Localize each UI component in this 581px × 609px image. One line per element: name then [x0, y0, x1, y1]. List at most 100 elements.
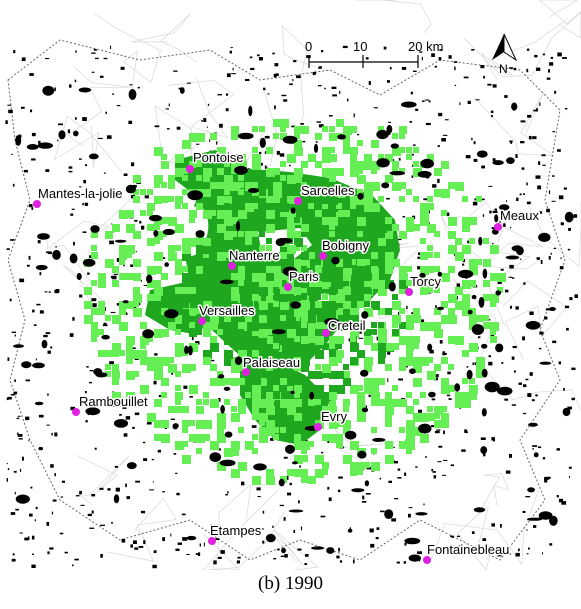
urban-cell	[210, 364, 217, 371]
urban-cell	[112, 364, 119, 371]
urban-cell	[133, 259, 141, 267]
boundary-line	[502, 280, 568, 360]
settlement-speck	[132, 426, 135, 429]
settlement-speck	[80, 504, 85, 506]
urban-cell	[357, 385, 363, 391]
urban-cell	[119, 322, 128, 331]
settlement-speck	[220, 550, 225, 554]
urban-cell	[287, 378, 295, 386]
urban-cell	[280, 273, 287, 280]
settlement-speck	[64, 551, 68, 554]
urban-cell	[147, 336, 153, 342]
settlement-speck	[501, 362, 504, 364]
built-patch	[224, 431, 233, 438]
urban-cell	[210, 182, 217, 189]
settlement-speck	[339, 90, 341, 95]
settlement-speck	[219, 123, 223, 128]
settlement-speck	[170, 418, 175, 420]
settlement-speck	[442, 134, 448, 136]
settlement-speck	[91, 510, 94, 514]
urban-cell	[259, 413, 268, 422]
settlement-speck	[85, 164, 88, 167]
settlement-speck	[471, 531, 475, 534]
settlement-speck	[319, 66, 322, 68]
urban-cell	[245, 238, 252, 245]
urban-cell	[126, 357, 133, 364]
settlement-speck	[525, 496, 531, 498]
settlement-speck	[270, 438, 274, 441]
urban-cell	[427, 196, 433, 202]
urban-cell	[112, 350, 119, 357]
urban-cell	[189, 308, 197, 316]
settlement-speck	[109, 361, 114, 365]
new-urbanization-cells	[84, 119, 506, 485]
urban-cell	[189, 364, 196, 371]
urban-cell	[385, 399, 392, 406]
settlement-speck	[328, 497, 332, 502]
urban-cell	[378, 308, 385, 315]
settlement-speck	[490, 333, 495, 337]
settlement-speck	[332, 94, 337, 97]
urban-cell	[371, 273, 379, 281]
settlement-speck	[74, 193, 78, 196]
built-patch	[76, 272, 82, 281]
urban-cell	[371, 462, 380, 471]
urban-cell	[301, 469, 308, 476]
urban-cell	[217, 378, 225, 386]
settlement-speck	[8, 109, 13, 114]
settlement-speck	[173, 70, 178, 72]
settlement-speck	[85, 420, 88, 423]
built-patch	[381, 182, 390, 189]
urban-cell	[350, 196, 359, 205]
built-patch	[538, 232, 551, 242]
settlement-speck	[250, 67, 255, 71]
settlement-speck	[573, 214, 578, 218]
built-patch	[186, 535, 197, 541]
settlement-speck	[523, 384, 527, 388]
settlement-speck	[439, 49, 443, 51]
settlement-speck	[211, 359, 215, 362]
urban-cell	[189, 329, 195, 335]
urban-cell	[231, 441, 238, 448]
urban-cell	[413, 343, 419, 349]
urban-cell	[343, 399, 350, 406]
urban-cell	[224, 336, 233, 345]
built-patch	[107, 401, 120, 407]
city-marker-fontainebleau	[423, 556, 431, 564]
urban-cell	[119, 210, 128, 219]
urban-cell	[154, 371, 163, 380]
urban-cell	[413, 336, 420, 343]
urban-cell	[84, 315, 93, 324]
urban-cell	[413, 413, 422, 422]
settlement-speck	[257, 54, 260, 57]
urban-cell	[357, 168, 363, 174]
urban-cell	[350, 385, 359, 394]
urban-cell	[329, 434, 338, 443]
urban-cell	[406, 441, 412, 447]
settlement-speck	[6, 248, 10, 250]
urban-cell	[392, 399, 400, 407]
urban-cell	[147, 224, 154, 231]
urban-cell	[371, 448, 377, 454]
urban-cell	[378, 287, 384, 293]
urban-cell	[182, 280, 190, 288]
urban-cell	[287, 175, 295, 183]
settlement-speck	[16, 417, 20, 420]
urban-cell	[350, 147, 358, 155]
urban-cell	[350, 238, 356, 244]
city-label-fontainebleau: Fontainebleau	[427, 542, 509, 557]
settlement-speck	[357, 134, 360, 136]
settlement-speck	[141, 225, 145, 230]
settlement-speck	[31, 535, 35, 540]
urban-cell	[266, 224, 272, 230]
settlement-speck	[82, 202, 84, 206]
settlement-speck	[408, 507, 413, 509]
urban-cell	[175, 315, 184, 324]
urban-cell	[196, 420, 205, 429]
settlement-speck	[154, 125, 160, 128]
urban-cell	[378, 280, 387, 289]
urban-cell	[266, 406, 272, 412]
urban-cell	[294, 455, 303, 464]
urban-cell	[294, 126, 301, 133]
urban-cell	[420, 266, 428, 274]
